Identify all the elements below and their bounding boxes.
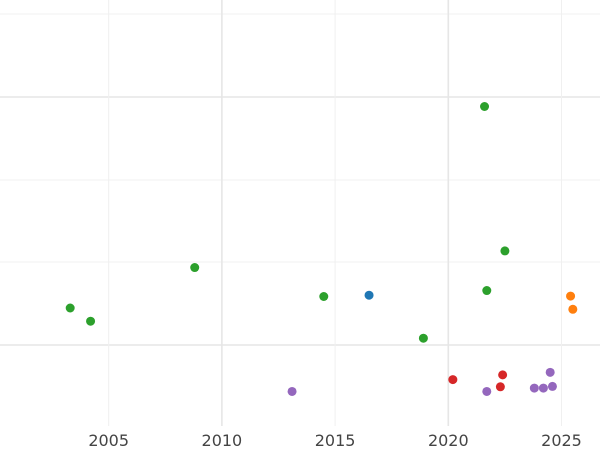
x-tick-label: 2015 [315,431,356,450]
x-tick-label: 2020 [428,431,469,450]
data-point [287,386,297,396]
data-point [547,381,557,391]
data-point [86,316,96,326]
data-point [482,286,492,296]
x-tick-label: 2005 [88,431,129,450]
data-point [498,370,508,380]
data-point [319,291,329,301]
data-point [500,246,510,256]
x-tick-label: 2025 [541,431,582,450]
data-point [529,383,539,393]
data-point [538,383,548,393]
data-point [190,263,200,273]
data-point [480,102,490,111]
points-layer [65,102,578,396]
data-point [495,382,505,392]
data-point [364,290,374,300]
data-point [65,303,75,313]
data-point [545,367,555,377]
x-axis-ticks: 2005 2010 2015 2020 2025 [88,431,582,450]
data-point [482,386,492,396]
grid-layer [0,0,600,426]
data-point [566,291,576,301]
data-point [568,304,578,314]
x-tick-label: 2010 [202,431,243,450]
data-point [418,333,428,343]
data-point [448,375,458,385]
